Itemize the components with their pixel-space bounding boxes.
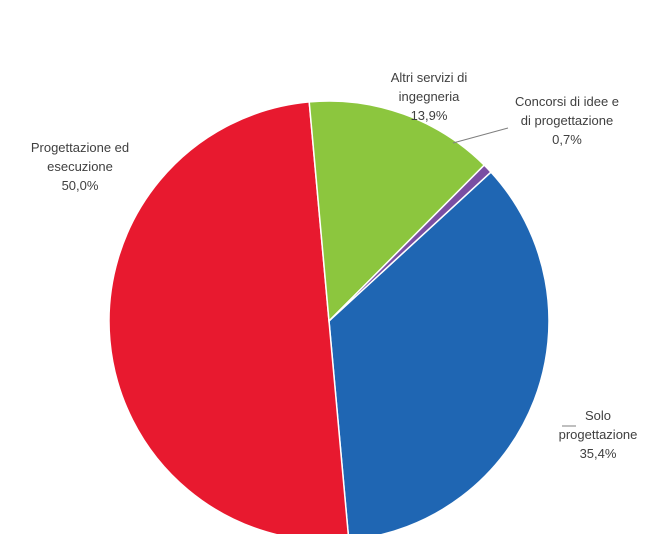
slice-name-label: esecuzione bbox=[47, 159, 113, 174]
leader-lines bbox=[452, 127, 576, 427]
slice-name-label: Solo bbox=[585, 408, 611, 423]
slice-name-label: progettazione bbox=[559, 427, 638, 442]
pie-slice bbox=[108, 101, 349, 534]
slice-label: Solo progettazione 35,4% bbox=[559, 408, 638, 461]
leader-line bbox=[452, 127, 509, 144]
slice-name-label: di progettazione bbox=[521, 113, 614, 128]
slice-name-label: ingegneria bbox=[399, 89, 460, 104]
pie-slice bbox=[308, 100, 486, 323]
pie-slices bbox=[108, 100, 550, 534]
slice-percent-label: 0,7% bbox=[552, 132, 582, 147]
slice-labels: Solo progettazione 35,4% Progettazione ed es… bbox=[31, 70, 638, 461]
slice-label: Progettazione ed esecuzione 50,0% bbox=[31, 140, 129, 193]
pie-slice bbox=[328, 164, 492, 322]
slice-name-label: Progettazione ed bbox=[31, 140, 129, 155]
pie-slice bbox=[328, 171, 550, 534]
slice-percent-label: 50,0% bbox=[62, 178, 99, 193]
slice-name-label: Altri servizi di bbox=[391, 70, 468, 85]
slice-percent-label: 13,9% bbox=[411, 108, 448, 123]
slice-label: Concorsi di idee e di progettazione 0,7% bbox=[515, 94, 619, 147]
slice-name-label: Concorsi di idee e bbox=[515, 94, 619, 109]
slice-percent-label: 35,4% bbox=[580, 446, 617, 461]
slice-label: Altri servizi di ingegneria 13,9% bbox=[391, 70, 468, 123]
